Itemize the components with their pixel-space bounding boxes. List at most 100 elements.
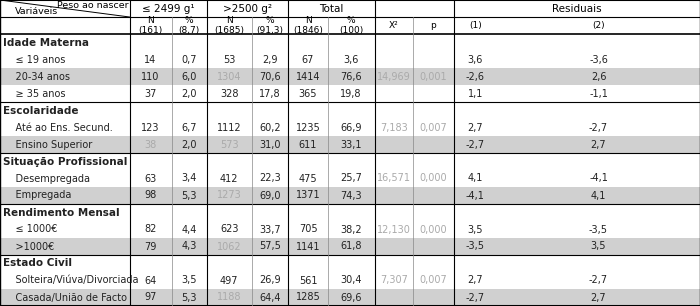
Text: 38,2: 38,2	[340, 225, 362, 234]
Text: 705: 705	[299, 225, 317, 234]
Text: 67: 67	[302, 54, 314, 65]
Text: 69,6: 69,6	[340, 293, 362, 303]
Text: 82: 82	[144, 225, 157, 234]
Text: 0,000: 0,000	[419, 174, 447, 184]
Text: N
(1685): N (1685)	[214, 16, 244, 35]
Text: 6,0: 6,0	[181, 72, 197, 81]
Text: 14: 14	[144, 54, 157, 65]
Text: 0,001: 0,001	[419, 72, 447, 81]
Text: 1235: 1235	[295, 122, 321, 132]
Text: Empregada: Empregada	[3, 191, 71, 200]
Text: 60,2: 60,2	[260, 122, 281, 132]
Text: 66,9: 66,9	[340, 122, 362, 132]
Text: 561: 561	[299, 275, 317, 285]
Text: 1304: 1304	[217, 72, 241, 81]
Text: 1112: 1112	[217, 122, 241, 132]
Text: Até ao Ens. Secund.: Até ao Ens. Secund.	[3, 122, 113, 132]
Text: 611: 611	[299, 140, 317, 150]
Text: N
(1846): N (1846)	[293, 16, 323, 35]
Text: 33,1: 33,1	[340, 140, 362, 150]
Text: 76,6: 76,6	[340, 72, 362, 81]
Text: 1371: 1371	[295, 191, 321, 200]
Text: ≥ 35 anos: ≥ 35 anos	[3, 88, 65, 99]
Text: 0,000: 0,000	[419, 225, 447, 234]
Text: 64,4: 64,4	[260, 293, 281, 303]
Text: 26,9: 26,9	[260, 275, 281, 285]
Text: 3,4: 3,4	[181, 174, 197, 184]
Text: 0,007: 0,007	[419, 122, 447, 132]
Text: 1188: 1188	[217, 293, 241, 303]
Text: Estado Civil: Estado Civil	[3, 259, 72, 268]
Text: 4,3: 4,3	[181, 241, 197, 252]
Text: 33,7: 33,7	[260, 225, 281, 234]
Text: 64: 64	[144, 275, 157, 285]
Text: 110: 110	[141, 72, 160, 81]
Text: 1285: 1285	[295, 293, 321, 303]
Text: 7,307: 7,307	[380, 275, 407, 285]
Text: %
(8,7): % (8,7)	[178, 16, 199, 35]
Text: 365: 365	[299, 88, 317, 99]
Text: %
(91,3): % (91,3)	[257, 16, 284, 35]
Text: 57,5: 57,5	[259, 241, 281, 252]
Text: 4,1: 4,1	[468, 174, 483, 184]
Text: 412: 412	[220, 174, 239, 184]
Text: -2,7: -2,7	[466, 293, 485, 303]
Text: 2,7: 2,7	[468, 122, 483, 132]
Text: (1): (1)	[469, 21, 482, 30]
Text: p: p	[430, 21, 436, 30]
Text: -2,7: -2,7	[589, 122, 608, 132]
Text: Ensino Superior: Ensino Superior	[3, 140, 92, 150]
Text: -2,6: -2,6	[466, 72, 485, 81]
Text: ≤ 19 anos: ≤ 19 anos	[3, 54, 65, 65]
Text: (2): (2)	[592, 21, 605, 30]
Text: 2,9: 2,9	[262, 54, 278, 65]
Text: 475: 475	[299, 174, 317, 184]
Text: 97: 97	[144, 293, 157, 303]
Text: 5,3: 5,3	[181, 293, 197, 303]
Text: 3,6: 3,6	[344, 54, 358, 65]
Text: -3,5: -3,5	[589, 225, 608, 234]
Text: 2,0: 2,0	[181, 140, 197, 150]
Text: N
(161): N (161)	[139, 16, 162, 35]
Text: ≤ 1000€: ≤ 1000€	[3, 225, 57, 234]
Text: Idade Materna: Idade Materna	[3, 38, 89, 47]
Text: 37: 37	[144, 88, 157, 99]
Text: 2,6: 2,6	[591, 72, 606, 81]
Text: 17,8: 17,8	[260, 88, 281, 99]
Text: Escolaridade: Escolaridade	[3, 106, 78, 115]
Text: >2500 g²: >2500 g²	[223, 3, 272, 13]
Text: 573: 573	[220, 140, 239, 150]
Text: 61,8: 61,8	[340, 241, 362, 252]
Text: 7,183: 7,183	[380, 122, 407, 132]
Text: -3,6: -3,6	[589, 54, 608, 65]
Text: Variáveis: Variáveis	[15, 7, 58, 16]
Text: Situação Profissional: Situação Profissional	[3, 156, 127, 166]
Text: 20-34 anos: 20-34 anos	[3, 72, 70, 81]
Text: -4,1: -4,1	[466, 191, 484, 200]
Text: 1141: 1141	[295, 241, 321, 252]
Text: 1062: 1062	[217, 241, 241, 252]
Text: -1,1: -1,1	[589, 88, 608, 99]
Text: Residuais: Residuais	[552, 3, 601, 13]
Text: 2,0: 2,0	[181, 88, 197, 99]
Bar	[0, 68, 700, 85]
Text: 25,7: 25,7	[340, 174, 362, 184]
Text: 4,4: 4,4	[181, 225, 197, 234]
Text: 31,0: 31,0	[260, 140, 281, 150]
Text: 30,4: 30,4	[340, 275, 362, 285]
Text: 1273: 1273	[217, 191, 241, 200]
Text: X²: X²	[389, 21, 398, 30]
Text: 69,0: 69,0	[260, 191, 281, 200]
Text: -2,7: -2,7	[466, 140, 485, 150]
Text: Solteira/Viúva/Divorciada: Solteira/Viúva/Divorciada	[3, 275, 139, 285]
Text: 19,8: 19,8	[340, 88, 362, 99]
Text: Casada/União de Facto: Casada/União de Facto	[3, 293, 127, 303]
Text: 3,6: 3,6	[468, 54, 483, 65]
Text: %
(100): % (100)	[339, 16, 363, 35]
Text: 2,7: 2,7	[591, 293, 606, 303]
Text: 70,6: 70,6	[260, 72, 281, 81]
Text: 3,5: 3,5	[468, 225, 483, 234]
Text: 3,5: 3,5	[181, 275, 197, 285]
Bar	[0, 238, 700, 255]
Text: 14,969: 14,969	[377, 72, 411, 81]
